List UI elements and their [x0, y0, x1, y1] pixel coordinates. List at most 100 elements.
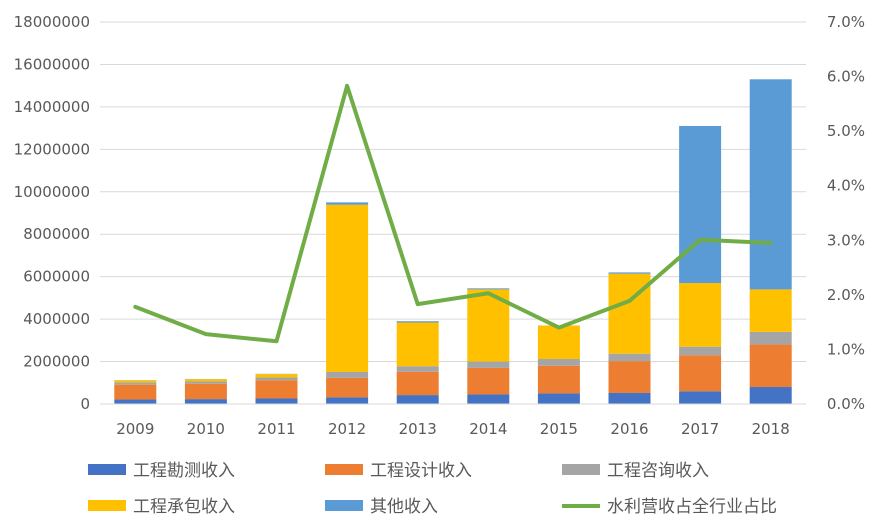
bar-segment: [749, 331, 792, 345]
left-tick-label: 4000000: [23, 310, 90, 328]
right-axis-ticks: 0.0% 1.0% 2.0% 3.0% 4.0% 5.0% 6.0% 7.0%: [827, 13, 865, 413]
x-tick-label: 2012: [328, 420, 366, 438]
legend-swatch: [325, 500, 363, 511]
legend-item: 其他收入: [325, 497, 438, 517]
bar-segment: [679, 283, 722, 347]
bar-segment: [114, 384, 157, 400]
line-point: [417, 303, 419, 305]
legend-swatch: [325, 464, 363, 475]
ratio-line: [133, 83, 773, 344]
legend-item: 水利营收占全行业占比: [562, 497, 777, 517]
bar-segment: [749, 289, 792, 332]
bar-segment: [396, 371, 439, 396]
bar-segment: [184, 381, 227, 384]
line-point: [770, 242, 772, 244]
bar-segment: [184, 379, 227, 382]
bar-segment: [608, 272, 651, 274]
bar-segment: [184, 399, 227, 404]
left-tick-label: 12000000: [14, 140, 90, 158]
right-tick-label: 3.0%: [827, 231, 865, 249]
bar-segment: [184, 383, 227, 400]
bar-segment: [679, 346, 722, 356]
bar-segment: [326, 377, 369, 398]
left-tick-label: 6000000: [23, 268, 90, 286]
line-point: [276, 340, 277, 342]
bar-segment: [679, 355, 722, 392]
bar-segment: [396, 395, 439, 404]
line-point: [346, 85, 348, 87]
gridlines: [100, 21, 806, 363]
x-tick-label: 2018: [752, 420, 790, 438]
left-tick-label: 14000000: [14, 98, 90, 116]
bar-segment: [679, 391, 722, 404]
line-point: [629, 300, 630, 302]
bar-segment: [114, 380, 157, 383]
right-tick-label: 4.0%: [827, 177, 865, 195]
bar-segment: [326, 371, 369, 378]
left-tick-label: 18000000: [14, 13, 90, 31]
bar-segment: [396, 322, 439, 367]
x-tick-label: 2015: [540, 420, 578, 438]
bar-segment: [608, 392, 651, 404]
x-tick-label: 2013: [399, 420, 437, 438]
bar-segment: [114, 382, 157, 385]
right-tick-label: 6.0%: [827, 68, 865, 86]
line-point: [699, 239, 701, 241]
bar-segment: [396, 366, 439, 372]
legend-label: 水利营收占全行业占比: [607, 497, 777, 517]
right-tick-label: 7.0%: [827, 13, 865, 31]
x-axis-ticks: 2009 2010 2011 2012 2013 2014 2015 2016 2017 2018: [116, 420, 790, 438]
bar-segment: [255, 398, 298, 404]
line-point: [205, 333, 207, 335]
left-tick-label: 2000000: [23, 353, 90, 371]
x-tick-label: 2016: [610, 420, 648, 438]
x-tick-label: 2011: [257, 420, 295, 438]
bar-segment: [749, 387, 792, 404]
left-tick-label: 16000000: [14, 55, 90, 73]
bar-segment: [326, 204, 369, 372]
bar-segment: [255, 380, 298, 399]
bar-segment: [326, 202, 369, 205]
line-point: [558, 327, 560, 329]
legend-swatch: [562, 464, 600, 475]
bar-segment: [467, 394, 510, 404]
x-tick-label: 2010: [187, 420, 225, 438]
bar-segment: [608, 353, 651, 362]
legend-item: 工程勘测收入: [88, 461, 235, 481]
left-axis-ticks: 0 2000000 4000000 6000000 8000000 10000000 120…: [14, 13, 90, 413]
line-series: [133, 83, 773, 344]
x-tick-label: 2014: [469, 420, 507, 438]
bar-segment: [537, 393, 580, 404]
legend-label: 其他收入: [370, 497, 438, 517]
legend-label: 工程设计收入: [370, 461, 472, 481]
bar-segment: [467, 361, 510, 368]
line-point: [134, 306, 136, 308]
legend-label: 工程承包收入: [133, 497, 235, 517]
right-tick-label: 2.0%: [827, 286, 865, 304]
bar-segment: [608, 361, 651, 393]
bar-series: [114, 79, 792, 404]
legend-label: 工程勘测收入: [133, 461, 235, 481]
x-tick-label: 2017: [681, 420, 719, 438]
bar-segment: [537, 359, 580, 366]
right-tick-label: 0.0%: [827, 395, 865, 413]
left-tick-label: 8000000: [23, 225, 90, 243]
legend-swatch: [88, 500, 126, 511]
legend-label: 工程咨询收入: [607, 461, 709, 481]
bar-segment: [467, 367, 510, 395]
x-tick-label: 2009: [116, 420, 154, 438]
bar-segment: [537, 325, 580, 360]
bar-segment: [255, 374, 298, 378]
legend-swatch: [88, 464, 126, 475]
legend-item: 工程咨询收入: [562, 461, 709, 481]
line-point: [487, 292, 489, 294]
bar-segment: [396, 321, 439, 323]
bar-segment: [679, 125, 722, 284]
legend-item: 工程承包收入: [88, 497, 235, 517]
bar-segment: [537, 365, 580, 394]
bar-segment: [467, 288, 510, 290]
bar-segment: [114, 399, 157, 404]
left-tick-label: 0: [80, 395, 90, 413]
bar-segment: [326, 397, 369, 404]
